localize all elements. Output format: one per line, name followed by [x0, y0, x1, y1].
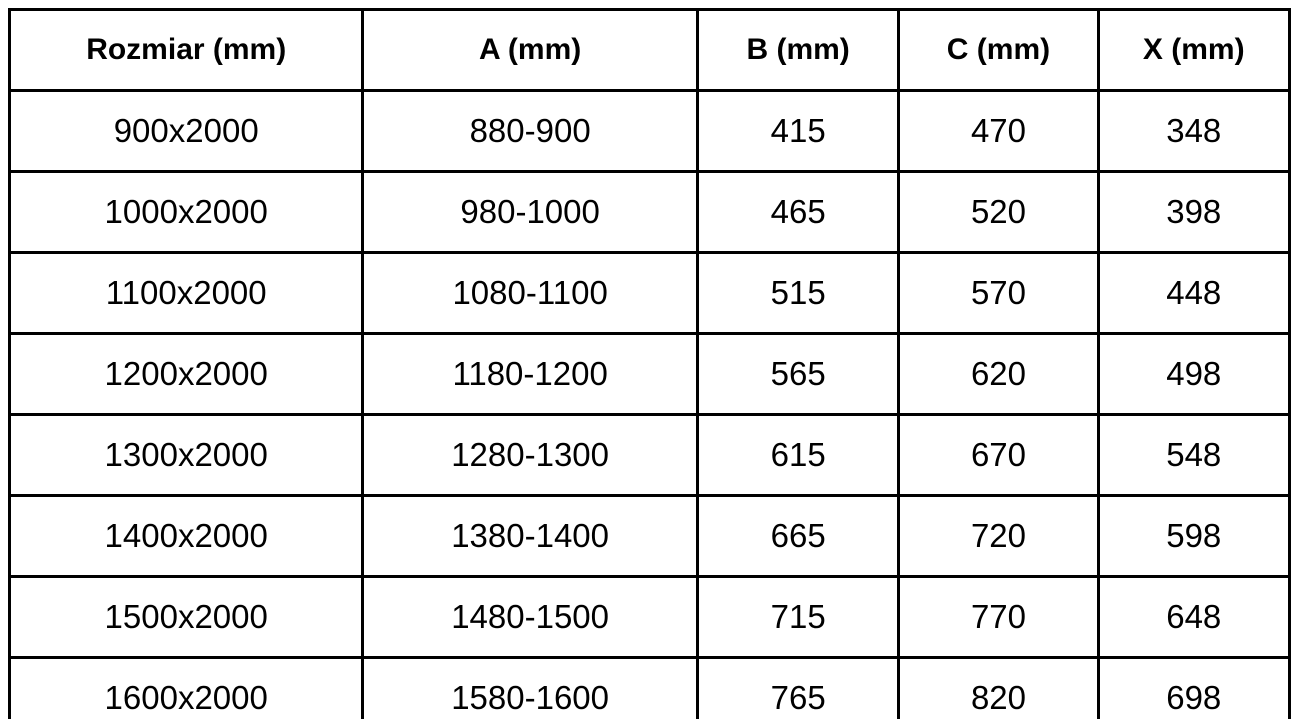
table-cell: 565: [695, 332, 901, 416]
table-cell: 615: [695, 413, 901, 497]
table-cell: 398: [1096, 170, 1291, 254]
table-cell: 470: [897, 89, 1100, 173]
table-header: Rozmiar (mm) A (mm) B (mm) C (mm) X (mm): [7, 8, 1291, 92]
table-cell: 1600x2000: [7, 656, 365, 719]
table-cell: 715: [695, 575, 901, 659]
table-cell: 820: [897, 656, 1100, 719]
table-cell: 720: [897, 494, 1100, 578]
table-cell: 1480-1500: [361, 575, 699, 659]
header-cell: A (mm): [361, 8, 699, 92]
table-row: 1000x2000 980-1000 465 520 398: [7, 170, 1291, 254]
table-body: 900x2000 880-900 415 470 348 1000x2000 980-100…: [7, 89, 1291, 719]
table-cell: 1400x2000: [7, 494, 365, 578]
header-cell: B (mm): [695, 8, 901, 92]
table-cell: 1100x2000: [7, 251, 365, 335]
table-cell: 1280-1300: [361, 413, 699, 497]
table-cell: 415: [695, 89, 901, 173]
table-cell: 1080-1100: [361, 251, 699, 335]
table-cell: 598: [1096, 494, 1291, 578]
table-cell: 770: [897, 575, 1100, 659]
table-row: 1600x2000 1580-1600 765 820 698: [7, 656, 1291, 719]
table-cell: 1500x2000: [7, 575, 365, 659]
table-cell: 1000x2000: [7, 170, 365, 254]
header-row: Rozmiar (mm) A (mm) B (mm) C (mm) X (mm): [7, 8, 1291, 92]
table-cell: 498: [1096, 332, 1291, 416]
table-row: 1500x2000 1480-1500 715 770 648: [7, 575, 1291, 659]
table-cell: 765: [695, 656, 901, 719]
table-row: 1100x2000 1080-1100 515 570 448: [7, 251, 1291, 335]
table-cell: 1380-1400: [361, 494, 699, 578]
table-cell: 1300x2000: [7, 413, 365, 497]
table-cell: 465: [695, 170, 901, 254]
header-cell: Rozmiar (mm): [7, 8, 365, 92]
header-cell: C (mm): [897, 8, 1100, 92]
table-cell: 900x2000: [7, 89, 365, 173]
table-cell: 570: [897, 251, 1100, 335]
table-cell: 698: [1096, 656, 1291, 719]
table-row: 1200x2000 1180-1200 565 620 498: [7, 332, 1291, 416]
table-row: 1400x2000 1380-1400 665 720 598: [7, 494, 1291, 578]
table-row: 1300x2000 1280-1300 615 670 548: [7, 413, 1291, 497]
table-cell: 515: [695, 251, 901, 335]
table-cell: 548: [1096, 413, 1291, 497]
table-cell: 665: [695, 494, 901, 578]
table-cell: 648: [1096, 575, 1291, 659]
table-cell: 880-900: [361, 89, 699, 173]
table-cell: 1200x2000: [7, 332, 365, 416]
table-cell: 980-1000: [361, 170, 699, 254]
table-cell: 620: [897, 332, 1100, 416]
table-row: 900x2000 880-900 415 470 348: [7, 89, 1291, 173]
table-cell: 1580-1600: [361, 656, 699, 719]
table-cell: 1180-1200: [361, 332, 699, 416]
table-cell: 448: [1096, 251, 1291, 335]
dimension-spec-table: Rozmiar (mm) A (mm) B (mm) C (mm) X (mm) 900…: [7, 8, 1291, 719]
header-cell: X (mm): [1096, 8, 1291, 92]
table-cell: 520: [897, 170, 1100, 254]
table-cell: 670: [897, 413, 1100, 497]
table-cell: 348: [1096, 89, 1291, 173]
